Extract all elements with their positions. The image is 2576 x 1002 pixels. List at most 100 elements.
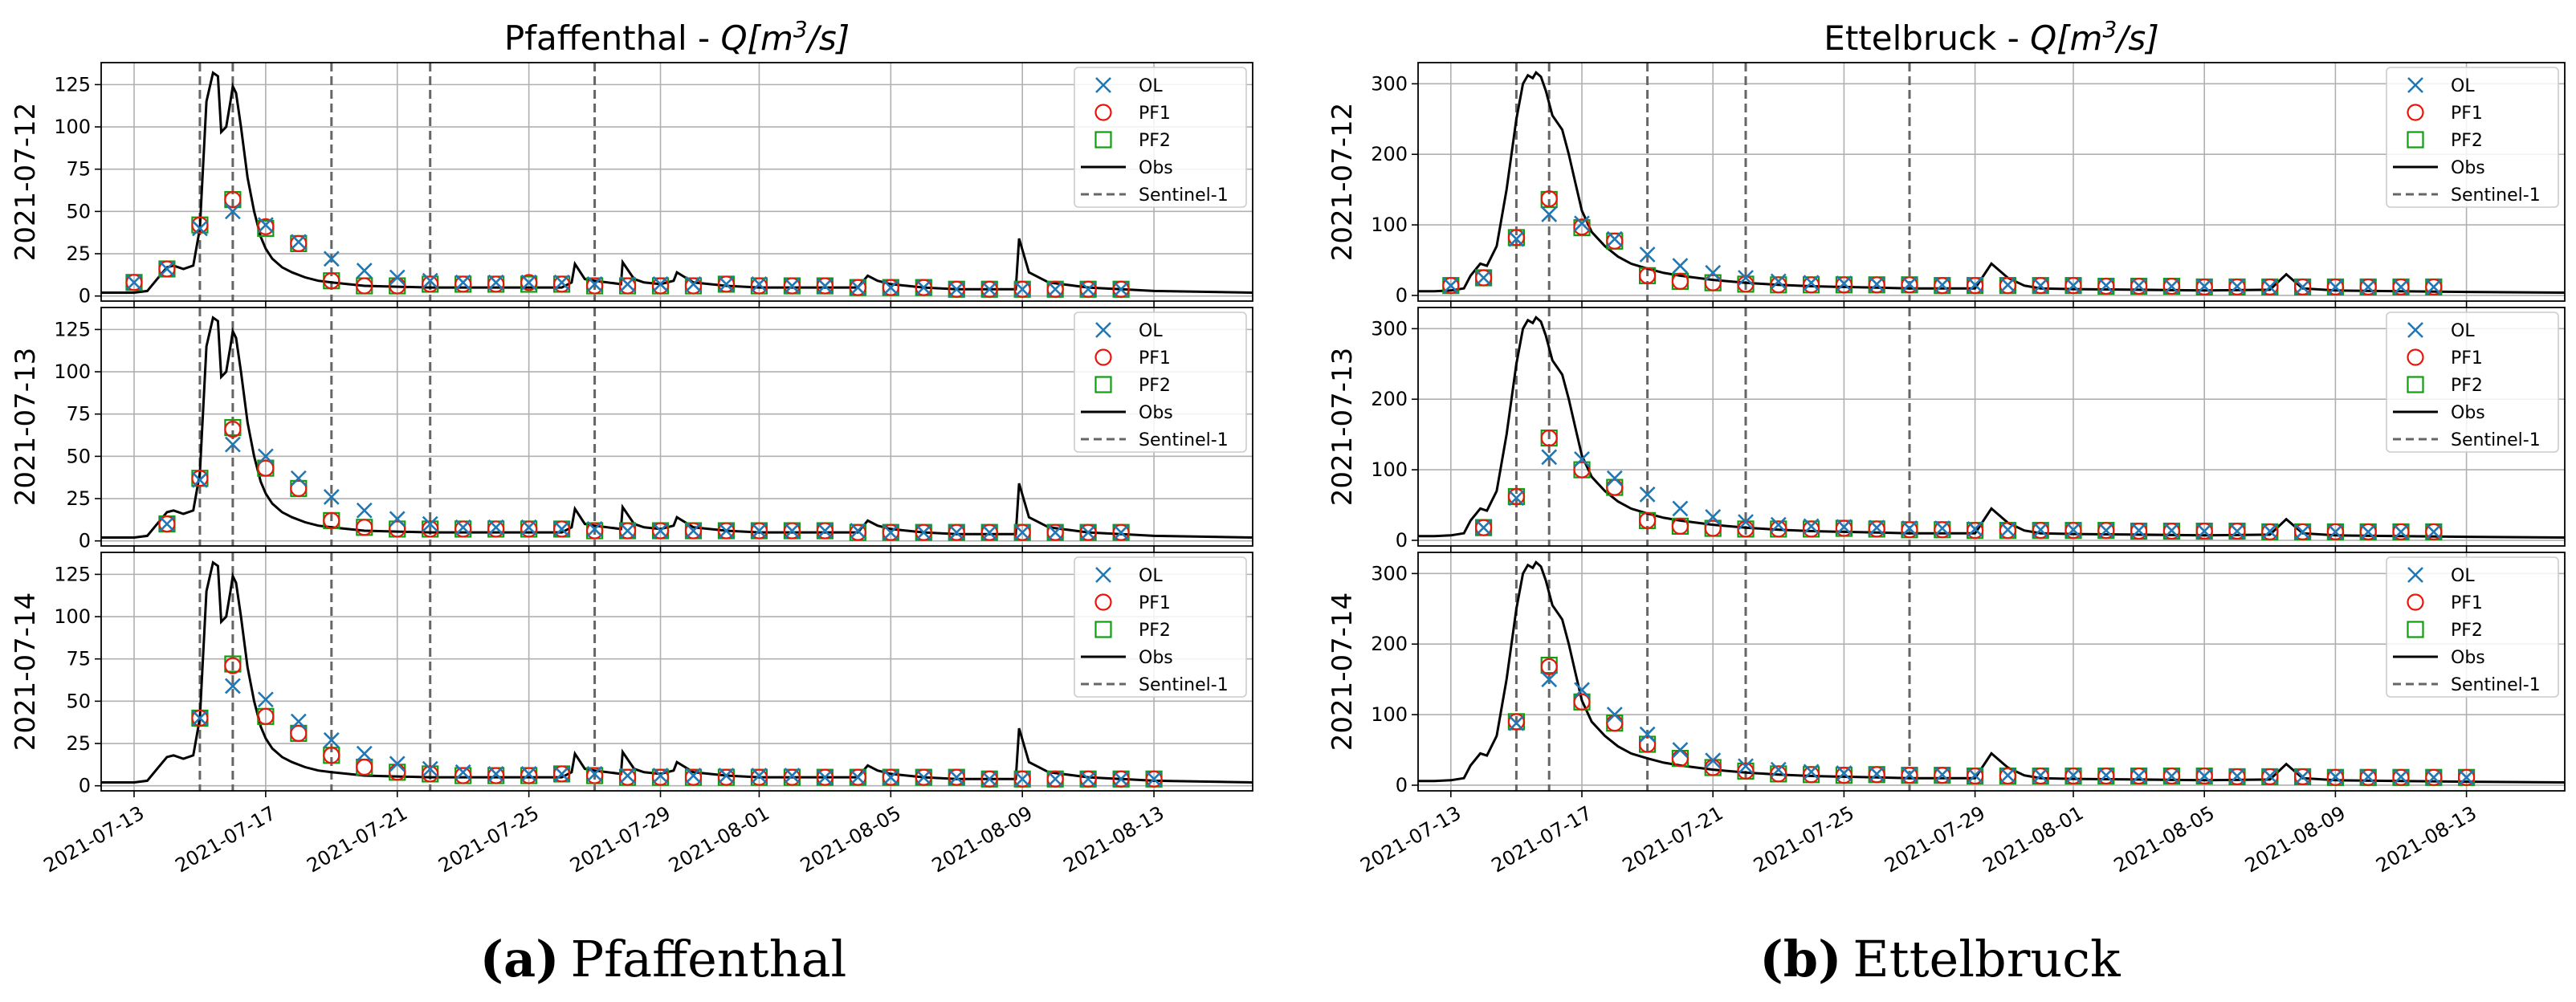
ol-point	[487, 766, 504, 782]
pf1-point	[2326, 278, 2344, 296]
pf1-point	[1046, 280, 1064, 298]
ol-point	[2196, 278, 2213, 295]
pf1-point	[1967, 767, 1984, 785]
y-tick-label: 25	[66, 242, 91, 265]
x-tick-label: 2021-07-13	[40, 801, 149, 877]
subplot-2021-07-13: 0 25 50 75 100 125 2021-07-13 OL PF1 PF2 Obs Sentin…	[10, 307, 1253, 552]
y-tick-label: 100	[1371, 214, 1408, 236]
pf1-point	[2130, 767, 2148, 785]
pf1-point	[915, 523, 932, 541]
pf1-point	[849, 523, 866, 541]
y-tick-label: 0	[79, 775, 91, 797]
ol-point	[1836, 765, 1853, 781]
ol-point	[520, 274, 537, 291]
legend-pf2-marker	[1094, 621, 1112, 638]
ol-point	[586, 766, 603, 782]
ol-point	[817, 523, 834, 539]
ol-point	[1080, 281, 1097, 298]
ol-point	[323, 250, 340, 267]
pf1-point	[750, 522, 768, 540]
pf1-point	[1999, 277, 2016, 295]
ol-point	[224, 678, 241, 694]
ol-point	[882, 524, 899, 541]
row-ylabel: 2021-07-14	[10, 593, 42, 752]
pf1-point	[948, 280, 965, 298]
pf1-point	[2392, 278, 2410, 296]
axes-frame	[1417, 62, 2566, 302]
pf1-point	[257, 218, 275, 235]
ol-point	[1508, 490, 1525, 507]
y-tick-label: 0	[79, 285, 91, 308]
pf1-point	[585, 767, 604, 784]
ol-point	[1047, 524, 1064, 541]
pf1-point	[323, 511, 340, 530]
x-tick-label: 2021-08-13	[1060, 801, 1168, 877]
y-tick-label: 100	[54, 116, 91, 138]
legend-label: PF2	[1139, 376, 1171, 396]
pf1-point	[2294, 278, 2312, 296]
ol-point	[159, 515, 175, 532]
ol-point	[389, 269, 406, 286]
axes-frame	[100, 552, 1253, 792]
x-tick-label: 2021-07-17	[1488, 801, 1596, 877]
x-tick-label: 2021-07-13	[1356, 801, 1465, 877]
ol-point	[487, 519, 504, 536]
ol-point	[981, 281, 998, 298]
ol-point	[1705, 264, 1722, 281]
pf1-point	[1507, 713, 1526, 731]
y-tick-label: 125	[54, 73, 91, 96]
ol-point	[389, 756, 406, 772]
y-tick-label: 50	[66, 690, 91, 712]
legend-label: PF2	[2451, 621, 2483, 641]
pf1-point	[552, 765, 571, 783]
ol-point	[2097, 522, 2114, 539]
pf1-point	[257, 707, 275, 725]
ol-point	[1967, 767, 1983, 784]
pf1-point	[717, 768, 736, 786]
pf1-point	[2326, 523, 2344, 541]
ol-point	[1146, 771, 1163, 788]
legend-ol-marker	[1095, 322, 1111, 338]
subplot-2021-07-13: 0 100 200 300 2021-07-13 OL PF1 PF2 Obs Sentinel-…	[1327, 307, 2566, 552]
pf1-point	[2162, 767, 2180, 785]
ol-point	[520, 766, 537, 782]
ettelbruck-panel: Ettelbruck - Q[m3/s] 0 100 200 300 2021-07-12…	[1327, 16, 2566, 877]
pf1-point	[2458, 768, 2476, 786]
axes-frame	[1417, 552, 2566, 792]
row-ylabel: 2021-07-12	[10, 103, 42, 262]
ol-point	[2196, 523, 2213, 540]
ol-point	[1934, 276, 1950, 293]
pf1-point	[356, 277, 373, 295]
pf1-point	[257, 459, 275, 477]
pf1-point	[1639, 267, 1657, 284]
row-ylabel: 2021-07-13	[10, 348, 42, 507]
ol-point	[619, 523, 636, 539]
pf1-point	[585, 522, 604, 540]
pf1-point	[1868, 520, 1885, 538]
pf1-point	[2294, 768, 2312, 786]
pf1-point	[1079, 280, 1097, 298]
pf1-point	[1079, 523, 1097, 541]
pf1-point	[1639, 511, 1657, 529]
ol-point	[2065, 521, 2081, 538]
legend-box	[1074, 67, 1247, 208]
ol-point	[191, 220, 208, 237]
pf1-point	[618, 522, 637, 540]
legend-pf2-marker	[2407, 621, 2424, 638]
ol-point	[553, 274, 570, 291]
ol-point	[1541, 671, 1558, 688]
pf1-point	[816, 768, 834, 786]
ol-point	[290, 470, 307, 487]
legend-label: PF1	[2451, 348, 2483, 369]
pf1-point	[2130, 277, 2148, 295]
x-tick-label: 2021-07-21	[1619, 801, 1727, 877]
ol-point	[2229, 768, 2245, 784]
legend-label: Sentinel-1	[1139, 185, 1229, 206]
pf1-point	[2359, 278, 2377, 296]
pf1-point	[1967, 277, 1984, 295]
pf1-point	[191, 216, 209, 234]
pf1-point	[520, 520, 538, 538]
pf1-point	[684, 768, 703, 786]
legend-pf2-marker	[1094, 131, 1112, 149]
legend-pf1-marker	[2407, 348, 2424, 366]
